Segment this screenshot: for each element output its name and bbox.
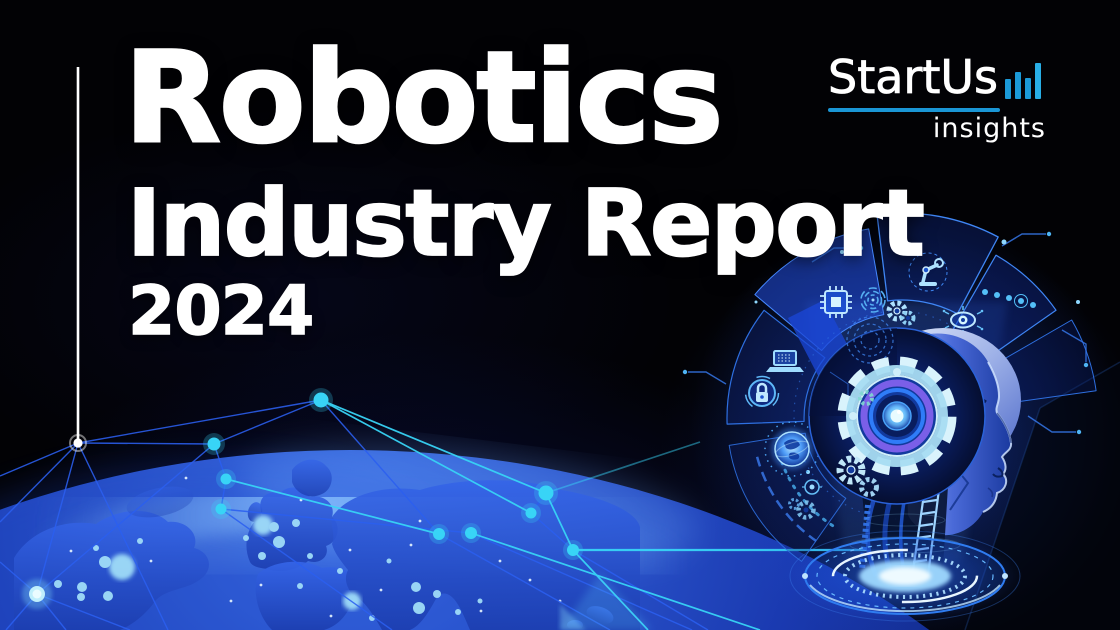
continent-asia (331, 480, 640, 630)
brand-underline (828, 108, 1000, 112)
title-robotics: Robotics (123, 23, 725, 173)
continent-scandinavia (292, 459, 332, 497)
circuit-traces (688, 233, 1087, 433)
padlock-icon (744, 375, 780, 411)
robotic-arm-icon (908, 252, 948, 292)
gears-icon (886, 300, 916, 326)
brand-tagline: insights (932, 113, 1046, 144)
brand-logo: StartUs insights (828, 54, 1046, 142)
dot-row (982, 289, 1036, 308)
network-nodes (203, 388, 583, 560)
bar-chart-icon (1005, 63, 1042, 99)
city-dots (54, 515, 483, 621)
fingerprint-icon (860, 287, 886, 313)
continent-europe (246, 487, 338, 572)
network-graph (0, 67, 885, 630)
continent-greenland (126, 486, 194, 518)
gear-brain (808, 316, 986, 505)
globe-icon (764, 421, 820, 477)
robot-head-illustration (682, 212, 1120, 630)
target-icon (802, 479, 822, 495)
world-map (14, 459, 640, 630)
brand-wordmark: StartUs (828, 50, 999, 104)
gears-small-icon (788, 498, 816, 520)
continent-africa (255, 561, 357, 630)
hologram-platform (787, 513, 1023, 622)
title-industry-report: Industry Report (126, 169, 926, 278)
laptop-icon (766, 350, 804, 372)
map-specks (69, 476, 562, 618)
network-node (69, 434, 87, 452)
microchip-icon (820, 286, 852, 318)
title-year: 2024 (127, 271, 315, 351)
